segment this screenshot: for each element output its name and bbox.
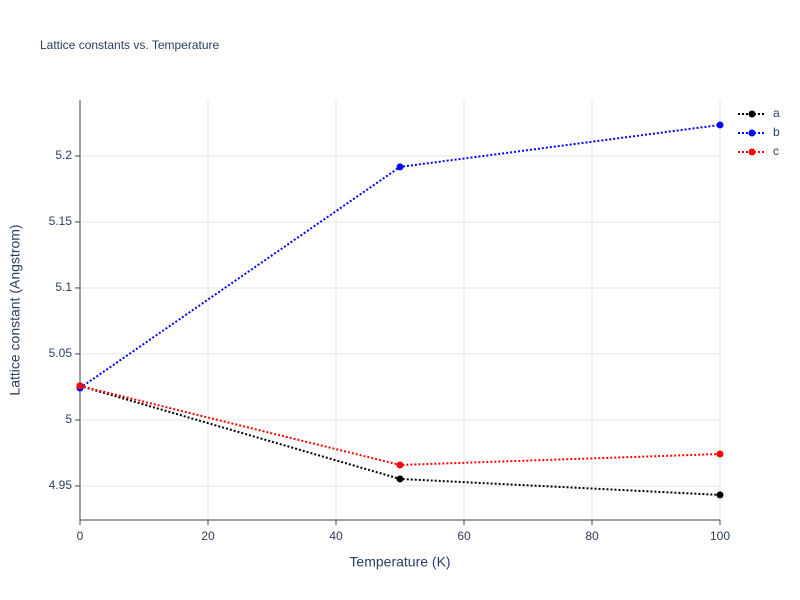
x-tick-label: 100 [710, 529, 730, 543]
legend-marker [748, 129, 756, 137]
marker [716, 121, 724, 129]
y-tick-label: 5.05 [49, 346, 73, 360]
marker [396, 461, 404, 469]
marker [396, 475, 404, 483]
y-tick-label: 4.95 [49, 478, 73, 492]
marker [76, 382, 84, 390]
legend-label: a [773, 106, 780, 120]
x-tick-label: 80 [585, 529, 599, 543]
legend-marker [748, 148, 756, 156]
legend-label: c [773, 144, 779, 158]
legend-marker [748, 110, 756, 118]
x-tick-label: 60 [457, 529, 471, 543]
y-tick-label: 5.1 [55, 280, 72, 294]
y-tick-label: 5.2 [55, 148, 72, 162]
marker [396, 163, 404, 171]
x-tick-label: 40 [329, 529, 343, 543]
marker [716, 450, 724, 458]
x-tick-label: 0 [77, 529, 84, 543]
x-tick-label: 20 [201, 529, 215, 543]
marker [716, 491, 724, 499]
legend-label: b [773, 125, 780, 139]
y-axis-label: Lattice constant (Angstrom) [7, 224, 23, 395]
y-tick-label: 5 [65, 412, 72, 426]
x-axis-label: Temperature (K) [349, 554, 450, 570]
series-line [79, 384, 721, 466]
chart-title: Lattice constants vs. Temperature [40, 38, 220, 52]
y-tick-label: 5.15 [49, 214, 73, 228]
